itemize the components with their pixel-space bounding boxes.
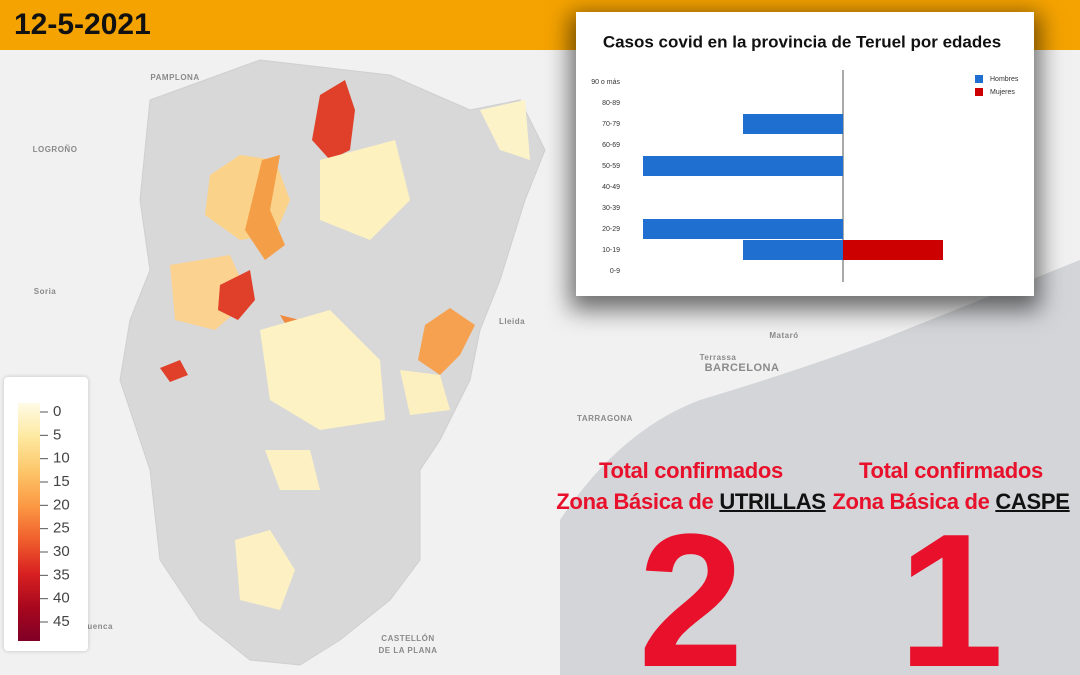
zone (480, 100, 530, 160)
colorbar-tick-label: 5 (53, 426, 61, 443)
stat-title: Total confirmados (599, 458, 783, 483)
zone (320, 140, 410, 240)
legend-label: Hombres (990, 76, 1019, 83)
colorbar-tick-label: 20 (53, 496, 70, 513)
map-label: CASTELLÓN (381, 634, 434, 643)
zone-prefix: Zona Básica de (556, 489, 714, 514)
map-label: Lleida (499, 317, 525, 326)
map-label: DE LA PLANA (379, 646, 438, 655)
colorbar-gradient (18, 403, 40, 641)
colorbar-tick-label: 40 (53, 590, 70, 607)
zone (160, 360, 188, 382)
stat-title: Total confirmados (859, 458, 1043, 483)
map-label: TARRAGONA (577, 414, 633, 423)
colorbar-tick-label: 0 (53, 403, 61, 420)
zone (245, 155, 285, 260)
stat-zone-line: Zona Básica de UTRILLAS (541, 486, 841, 517)
colorbar-tick-label: 30 (53, 543, 70, 560)
zone (312, 80, 355, 160)
zone (400, 370, 450, 415)
stat-zone-line: Zona Básica de CASPE (801, 486, 1080, 517)
bar (743, 114, 843, 134)
colorbar-tick-label: 35 (53, 566, 70, 583)
map-label: BARCELONA (705, 362, 780, 374)
zone-prefix: Zona Básica de (832, 489, 990, 514)
legend-swatch (975, 75, 983, 83)
colorbar-tick-label: 15 (53, 473, 70, 490)
chart: Casos covid en la provincia de Teruel po… (576, 12, 1034, 296)
bar (643, 156, 843, 176)
zone (260, 310, 385, 430)
colorbar: 0 5 10 15 20 25 30 35 40 45 (4, 377, 88, 651)
y-tick-label: 50-59 (602, 163, 620, 170)
zone (265, 450, 320, 490)
map-label: Mataró (769, 331, 798, 340)
date: 12-5-2021 (14, 8, 151, 41)
colorbar-tick-label: 25 (53, 520, 70, 537)
zone (235, 530, 295, 610)
y-tick-label: 10-19 (602, 247, 620, 254)
zone-name: CASPE (995, 489, 1070, 514)
colorbar-tick-label: 10 (53, 450, 70, 467)
zone (418, 308, 475, 375)
zone (218, 270, 255, 320)
y-tick-label: 0-9 (610, 268, 620, 275)
zone-name: UTRILLAS (719, 489, 826, 514)
map-label: LOGROÑO (33, 145, 78, 154)
y-tick-label: 80-89 (602, 100, 620, 107)
legend-swatch (975, 88, 983, 96)
chart-title: Casos covid en la provincia de Teruel po… (603, 32, 1001, 51)
map-label: Terrassa (700, 353, 737, 362)
y-tick-label: 40-49 (602, 184, 620, 191)
stat-value: 2 (638, 495, 744, 675)
map-label: PAMPLONA (150, 73, 199, 82)
legend-label: Mujeres (990, 89, 1015, 96)
y-tick-label: 60-69 (602, 142, 620, 149)
stat-panel: Total confirmados Zona Básica de UTRILLA… (541, 455, 841, 675)
y-tick-label: 30-39 (602, 205, 620, 212)
map-label: Soria (34, 287, 57, 296)
sea (560, 260, 1080, 675)
map-label: Cuenca (81, 622, 113, 631)
stat-panel: Total confirmados Zona Básica de CASPE 1 (801, 455, 1080, 675)
colorbar-tick-label: 45 (53, 613, 70, 630)
stat-value: 1 (898, 495, 1004, 675)
bar (743, 240, 843, 260)
y-tick-label: 90 o más (591, 79, 620, 86)
bar (843, 240, 943, 260)
y-tick-label: 20-29 (602, 226, 620, 233)
bar (643, 219, 843, 239)
y-tick-label: 70-79 (602, 121, 620, 128)
